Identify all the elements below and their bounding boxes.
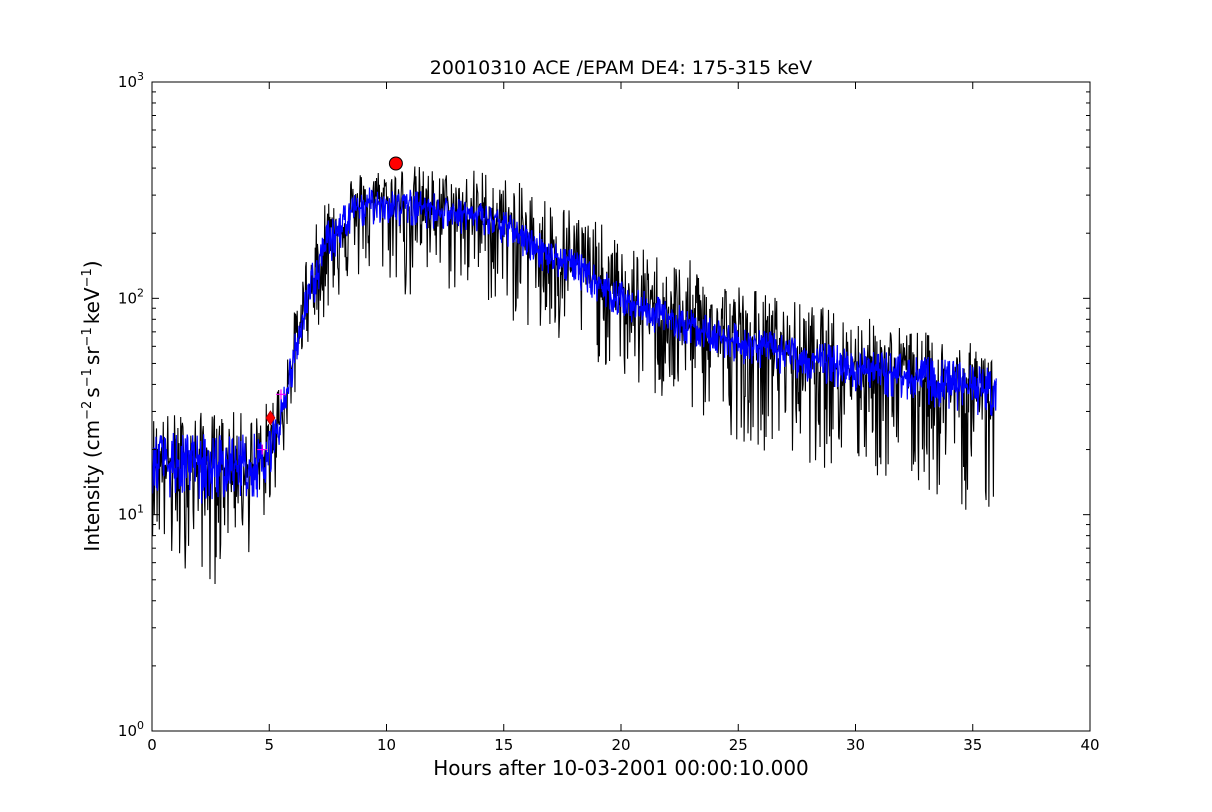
axis-ticks xyxy=(151,81,1091,732)
marker-plus-2 xyxy=(257,444,268,455)
marker-layer xyxy=(257,156,403,455)
y-tick-label: 102 xyxy=(118,286,144,307)
plot-data-layer xyxy=(152,166,997,585)
x-tick-label: 40 xyxy=(1080,736,1099,754)
marker-plus-3 xyxy=(275,389,286,400)
x-tick-label: 10 xyxy=(377,736,396,754)
x-tick-label: 30 xyxy=(846,736,865,754)
y-axis-label: Intensity (cm−2s−1sr−1keV−1) xyxy=(80,260,104,551)
x-axis-label: Hours after 10-03-2001 00:00:10.000 xyxy=(433,756,809,780)
x-tick-labels: 0 5 10 15 20 25 30 35 40 xyxy=(147,736,1099,754)
y-tick-label: 100 xyxy=(118,719,144,740)
marker-diamond-onset xyxy=(265,410,276,426)
x-tick-label: 0 xyxy=(147,736,157,754)
marker-circle-peak xyxy=(388,156,403,171)
y-tick-labels: 100 101 102 103 xyxy=(118,70,144,740)
chart-title: 20010310 ACE /EPAM DE4: 175-315 keV xyxy=(430,57,812,79)
x-tick-label: 35 xyxy=(963,736,982,754)
y-tick-label: 101 xyxy=(118,503,144,524)
x-tick-label: 25 xyxy=(729,736,748,754)
y-tick-label: 103 xyxy=(118,70,144,91)
x-tick-label: 15 xyxy=(494,736,513,754)
x-tick-label: 5 xyxy=(264,736,274,754)
series-line-smoothed xyxy=(152,187,997,504)
x-tick-label: 20 xyxy=(611,736,630,754)
